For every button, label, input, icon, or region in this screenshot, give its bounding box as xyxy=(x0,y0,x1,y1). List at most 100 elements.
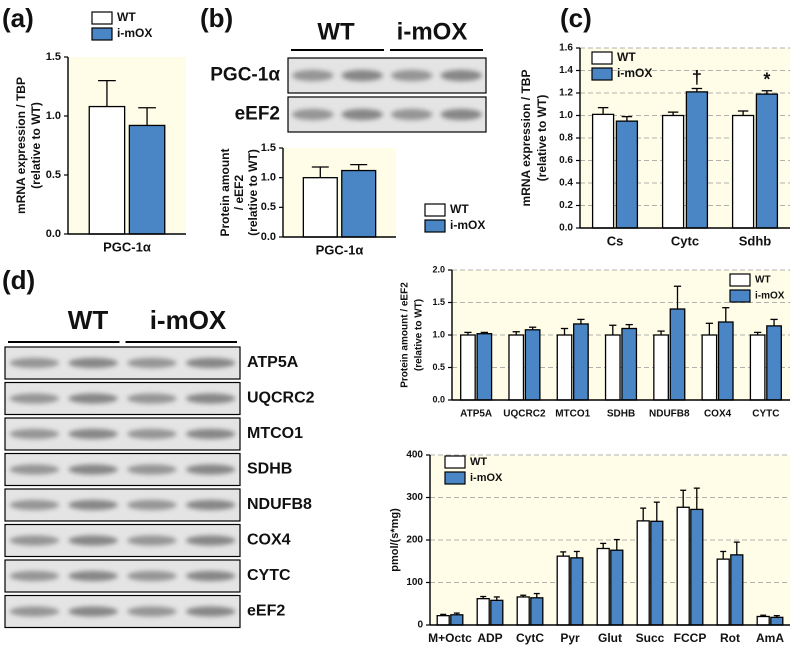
y-tick-label: 1.6 xyxy=(559,43,573,54)
y-tick-label: 1.4 xyxy=(559,65,573,76)
y-tick-label: 0.8 xyxy=(559,133,573,144)
blot-band xyxy=(127,499,177,511)
bar xyxy=(476,333,493,401)
y-axis-label: Protein amount / eEF2 xyxy=(400,282,411,388)
bar xyxy=(755,93,779,229)
y-tick-label: 1.2 xyxy=(559,88,573,99)
y-tick-label: 1.5 xyxy=(46,51,61,63)
bar xyxy=(701,334,718,401)
y-tick-label: 0.5 xyxy=(46,169,61,181)
x-tick-label: Rot xyxy=(720,631,740,645)
x-tick-label: CYTC xyxy=(752,409,779,420)
bar xyxy=(570,557,584,626)
x-tick-label: Pyr xyxy=(560,631,580,645)
x-tick-label: Sdhb xyxy=(739,233,772,248)
blot-band xyxy=(9,357,60,369)
legend-label: i-mOX xyxy=(617,66,652,80)
bar xyxy=(653,334,669,401)
y-axis-label: mRNA expression / TBP xyxy=(14,77,28,214)
bar xyxy=(676,506,690,626)
bar xyxy=(128,124,166,235)
y-tick-label: 400 xyxy=(406,450,423,461)
blot-band xyxy=(390,108,433,121)
blot-band xyxy=(127,393,177,404)
blot-band xyxy=(291,108,334,121)
y-tick-label: 0.2 xyxy=(559,200,573,211)
blot-band xyxy=(127,464,177,475)
blot-band xyxy=(9,428,60,440)
blot-row-label: CYTC xyxy=(247,567,291,584)
panel-label: (c) xyxy=(560,3,592,33)
bar xyxy=(770,616,784,626)
bar xyxy=(690,508,704,626)
legend-label: WT xyxy=(117,10,136,24)
y-tick-label: 0.5 xyxy=(432,362,445,372)
bar xyxy=(573,323,589,401)
bar xyxy=(490,599,504,626)
bar xyxy=(436,615,450,626)
bar xyxy=(749,334,766,401)
x-tick-label: Succ xyxy=(636,631,665,645)
blot-band xyxy=(127,357,177,369)
blot-band xyxy=(127,606,177,617)
blot-band xyxy=(127,535,177,546)
annotation: * xyxy=(763,70,770,90)
bar xyxy=(685,91,709,229)
x-tick-label: AmA xyxy=(756,631,784,645)
panel-label: (d) xyxy=(2,265,35,295)
blot-row-label: NDUFB8 xyxy=(247,496,312,513)
blot-row-label: UQCRC2 xyxy=(247,390,315,407)
bar xyxy=(591,113,615,229)
blot-band xyxy=(185,606,236,617)
blot-band xyxy=(68,393,118,404)
x-tick-label: ATP5A xyxy=(460,409,492,420)
y-tick-label: 1.5 xyxy=(261,142,276,154)
y-tick-label: 0.0 xyxy=(261,231,276,243)
plot-background xyxy=(68,57,186,234)
bar xyxy=(717,321,734,401)
bar xyxy=(508,334,525,401)
x-tick-label: PGC-1α xyxy=(316,242,364,257)
blot-group-label: WT xyxy=(317,18,355,45)
bar xyxy=(530,597,544,626)
bar xyxy=(596,547,610,626)
x-tick-label: Cytc xyxy=(671,233,699,248)
x-tick-label: ADP xyxy=(477,631,502,645)
bar xyxy=(716,558,730,626)
y-tick-label: 300 xyxy=(406,492,423,503)
bar xyxy=(610,549,624,626)
bar xyxy=(730,554,744,626)
bar xyxy=(756,615,770,626)
x-tick-label: PGC-1α xyxy=(103,239,151,254)
blot-band xyxy=(341,108,384,121)
blot-band xyxy=(185,535,236,546)
bar xyxy=(621,327,638,401)
x-tick-label: UQCRC2 xyxy=(503,409,546,420)
y-axis-label: (relative to WT) xyxy=(535,95,549,182)
legend-label: i-mOX xyxy=(470,472,503,484)
x-tick-label: M+Octc xyxy=(428,631,472,645)
legend-swatch xyxy=(444,471,466,485)
blot-band xyxy=(68,464,118,475)
blot-row-label: MTCO1 xyxy=(247,425,303,442)
blot-band xyxy=(440,108,483,121)
blot-row-label: SDHB xyxy=(247,461,292,478)
y-axis-label: / eEF2 xyxy=(232,175,246,211)
legend-label: i-mOX xyxy=(117,26,152,40)
legend-swatch xyxy=(424,203,446,217)
y-tick-label: 200 xyxy=(406,535,423,546)
panel-label: (b) xyxy=(200,3,233,33)
legend-swatch xyxy=(91,11,113,25)
blot-band xyxy=(9,464,60,475)
y-axis-label: (relative to WT) xyxy=(29,102,43,189)
bar xyxy=(556,334,573,401)
x-tick-label: COX4 xyxy=(704,409,732,420)
y-tick-label: 1.0 xyxy=(46,110,61,122)
legend-swatch xyxy=(91,27,113,41)
blot-row-label: COX4 xyxy=(247,532,291,549)
blot-band xyxy=(68,428,118,440)
x-tick-label: FCCP xyxy=(674,631,707,645)
y-tick-label: 0.0 xyxy=(46,228,61,240)
legend-swatch xyxy=(729,273,751,287)
